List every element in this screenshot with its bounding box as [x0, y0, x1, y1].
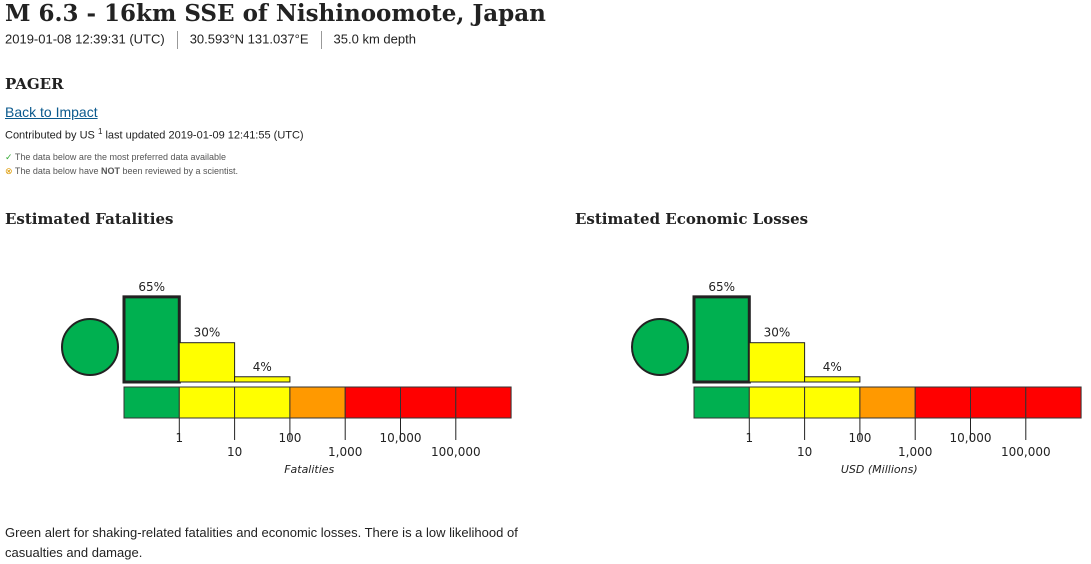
scale-segment: [123, 386, 180, 419]
scale-segment: [970, 386, 1027, 419]
probability-bar: [748, 342, 806, 383]
note-text: been reviewed by a scientist.: [122, 166, 239, 176]
summary: Green alert for shaking-related fataliti…: [5, 525, 518, 560]
alert-circle: [61, 318, 119, 376]
tick-label: 100: [848, 431, 871, 445]
chart: 65% 30% 4% 1 10 100 1,000 10,000 100,000 Fataliti…: [61, 280, 512, 476]
check-icon: ✓: [5, 152, 13, 162]
contributed-updated: last updated 2019-01-09 12:41:55 (UTC): [105, 129, 304, 142]
tick-label: 100,000: [431, 445, 481, 459]
scale-segment: [234, 386, 291, 419]
axis-label: Fatalities: [284, 463, 334, 476]
contributed: Contributed by US 1 last updated 2019-01…: [5, 127, 304, 142]
scale-segment: [804, 386, 861, 419]
scale-segment: [748, 386, 806, 419]
probability-bar: [804, 376, 861, 383]
section-title: PAGER: [5, 75, 64, 93]
tick-label: 1: [175, 431, 183, 445]
scale-segment: [400, 386, 457, 419]
alert-circle: [631, 318, 689, 376]
probability-bar: [692, 295, 751, 384]
contributed-sup: 1: [97, 127, 103, 136]
note-reviewed: ⊗ The data below have NOT been reviewed …: [5, 166, 238, 177]
scale-segment: [1025, 386, 1082, 419]
panel-title: Estimated Fatalities: [5, 210, 174, 228]
event-depth: 35.0 km depth: [333, 31, 416, 47]
panel-title: Estimated Economic Losses: [575, 210, 809, 228]
note-text: The data below are the most preferred da…: [14, 152, 227, 162]
scale-segment: [859, 386, 916, 419]
warning-icon: ⊗: [5, 166, 13, 176]
tick-label: 10,000: [380, 431, 422, 445]
note-text: The data below have: [14, 166, 99, 176]
note-emphasis: NOT: [100, 166, 120, 176]
bar-label: 4%: [823, 360, 842, 374]
bar-label: 65%: [138, 280, 165, 294]
probability-bar: [178, 342, 236, 383]
probability-bar: [234, 376, 291, 383]
bar-label: 30%: [194, 326, 221, 340]
bar-label: 4%: [253, 360, 272, 374]
tick-label: 100: [278, 431, 301, 445]
tick-label: 10: [227, 445, 242, 459]
event-title: M 6.3 - 16km SSE of Nishinoomote, Japan: [5, 0, 546, 27]
bar-label: 65%: [708, 280, 735, 294]
tick-label: 100,000: [1001, 445, 1051, 459]
tick-label: 1,000: [898, 445, 932, 459]
scale-segment: [455, 386, 512, 419]
back-link[interactable]: Back to Impact: [5, 104, 98, 120]
probability-bar: [122, 295, 181, 384]
event-time: 2019-01-08 12:39:31 (UTC): [5, 31, 165, 47]
scale-segment: [914, 386, 972, 419]
event-meta: 2019-01-08 12:39:31 (UTC) 30.593°N 131.03…: [5, 31, 416, 49]
scale-segment: [693, 386, 750, 419]
scale-segment: [344, 386, 402, 419]
note-preferred: ✓ The data below are the most preferred …: [5, 152, 226, 163]
tick-label: 10: [797, 445, 812, 459]
contributed-prefix: Contributed by US: [5, 129, 95, 142]
tick-label: 1,000: [328, 445, 362, 459]
bar-label: 30%: [764, 326, 791, 340]
event-location: 30.593°N 131.037°E: [189, 31, 309, 47]
scale-segment: [178, 386, 236, 419]
chart: 65% 30% 4% 1 10 100 1,000 10,000 100,000 USD (Mil…: [631, 280, 1082, 476]
axis-label: USD (Millions): [841, 463, 918, 476]
scale-segment: [289, 386, 346, 419]
tick-label: 1: [745, 431, 753, 445]
tick-label: 10,000: [950, 431, 992, 445]
